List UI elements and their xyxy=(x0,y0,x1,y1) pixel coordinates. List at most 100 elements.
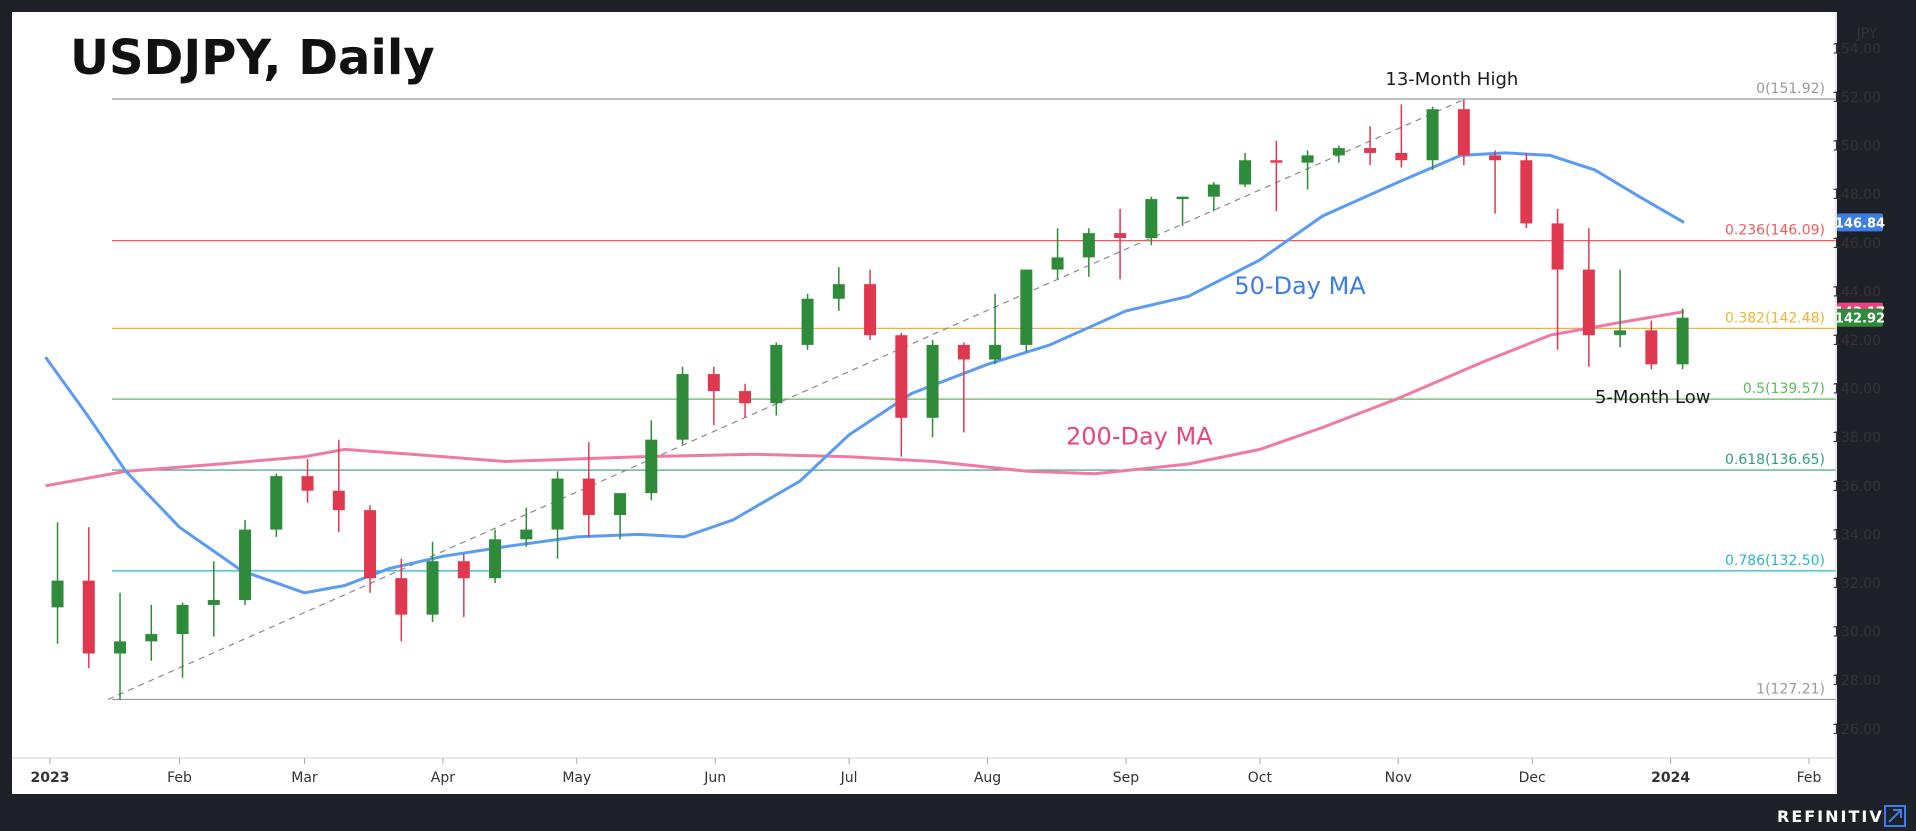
candle-body xyxy=(1364,148,1377,153)
x-tick-label: 2023 xyxy=(31,770,70,786)
candle-body xyxy=(770,344,783,404)
x-tick-label: Jun xyxy=(703,770,726,786)
x-axis: 2023 Feb Mar Apr May Jun Jul Aug Sep Oct Nov Dec 202… xyxy=(31,758,1822,786)
candle-body xyxy=(1114,233,1127,238)
fib-level-label: 0(151.92) xyxy=(1756,81,1825,97)
ma200-line xyxy=(45,310,1685,488)
y-tick-label: 138.00 xyxy=(1832,430,1881,446)
y-tick-label: 144.00 xyxy=(1832,284,1881,300)
candle-body xyxy=(1239,160,1252,185)
candle-body xyxy=(1489,155,1502,161)
candle-body xyxy=(895,335,908,418)
fib-level-label: 0.382(142.48) xyxy=(1725,310,1825,326)
candle-body xyxy=(989,344,1002,360)
candle-body xyxy=(1301,155,1314,163)
price-badge-label: 142.92 xyxy=(1835,312,1885,327)
candle-body xyxy=(1176,196,1189,200)
chart-background xyxy=(12,12,1837,794)
candle-body xyxy=(1270,160,1283,163)
trendline xyxy=(107,98,1466,700)
chart-annotation: 50-Day MA xyxy=(1234,272,1366,300)
candle-body xyxy=(614,493,627,516)
brand-logo-icon xyxy=(1884,805,1906,827)
brand-logo-text: REFINITIV xyxy=(1777,807,1884,826)
candle-body xyxy=(364,510,377,579)
candle-body xyxy=(332,490,345,511)
candle-body xyxy=(207,600,220,605)
x-tick-label: Aug xyxy=(974,770,1001,786)
x-tick-label: Oct xyxy=(1248,770,1273,786)
y-tick-label: 152.00 xyxy=(1832,90,1881,106)
y-tick-label: 140.00 xyxy=(1832,382,1881,398)
candle-body xyxy=(1645,330,1658,365)
candle-body xyxy=(1051,257,1064,270)
x-tick-label: 2024 xyxy=(1651,770,1690,786)
candle-body xyxy=(832,284,845,299)
y-axis-unit: JPY xyxy=(1856,26,1878,42)
candle-body xyxy=(1582,269,1595,336)
candle-body xyxy=(645,439,658,494)
y-tick-label: 128.00 xyxy=(1832,673,1881,689)
x-tick-label: Feb xyxy=(1797,770,1822,786)
candle-body xyxy=(426,561,439,615)
fibonacci-levels: 0(151.92) 0.236(146.09) 0.382(142.48) 0.5(1… xyxy=(112,81,1836,701)
y-tick-label: 146.00 xyxy=(1832,236,1881,252)
candle-body xyxy=(1676,317,1689,365)
candle-body xyxy=(582,478,595,516)
y-tick-label: 142.00 xyxy=(1832,333,1881,349)
candle-body xyxy=(1020,269,1033,345)
fib-level-label: 0.5(139.57) xyxy=(1743,381,1825,397)
x-tick-label: Mar xyxy=(291,770,318,786)
price-badge xyxy=(1837,213,1883,232)
candle-body xyxy=(395,578,408,615)
candle-body xyxy=(1332,148,1345,156)
candlesticks xyxy=(51,98,1689,700)
candle-body xyxy=(270,476,283,530)
candle-body xyxy=(1082,233,1095,258)
candle-body xyxy=(1207,184,1220,197)
price-badge-label: 146.84 xyxy=(1835,216,1885,231)
candle-body xyxy=(1551,223,1564,270)
chart-title: USDJPY, Daily xyxy=(70,30,435,86)
trendline-layer xyxy=(107,98,1466,700)
annotations: 13-Month High 5-Month Low 50-Day MA 200-Day… xyxy=(1066,69,1710,451)
candle-body xyxy=(707,374,720,392)
y-tick-label: 132.00 xyxy=(1832,576,1881,592)
y-tick-label: 130.00 xyxy=(1832,625,1881,641)
candle-body xyxy=(551,478,564,530)
candle-body xyxy=(51,580,64,608)
fib-level-label: 0.618(136.65) xyxy=(1725,452,1825,468)
candle-body xyxy=(739,391,752,404)
candle-body xyxy=(457,561,470,579)
candle-body xyxy=(926,344,939,418)
fib-level-label: 0.786(132.50) xyxy=(1725,553,1825,569)
candle-body xyxy=(301,476,314,491)
candle-body xyxy=(1614,330,1627,336)
chart-annotation: 5-Month Low xyxy=(1595,387,1711,408)
candle-body xyxy=(1145,199,1158,238)
fib-level-label: 0.236(146.09) xyxy=(1725,223,1825,239)
candle-body xyxy=(520,529,533,540)
candle-body xyxy=(1426,109,1439,161)
y-tick-label: 150.00 xyxy=(1832,139,1881,155)
x-tick-label: Nov xyxy=(1385,770,1412,786)
y-tick-label: 134.00 xyxy=(1832,527,1881,543)
candle-body xyxy=(957,344,970,360)
candle-body xyxy=(114,641,127,654)
chart-annotation: 200-Day MA xyxy=(1066,423,1213,451)
x-tick-label: Apr xyxy=(431,770,455,786)
candle-body xyxy=(864,284,877,336)
x-tick-label: Sep xyxy=(1113,770,1140,786)
fib-level-label: 1(127.21) xyxy=(1756,681,1825,697)
candle-body xyxy=(676,374,689,440)
y-tick-label: 126.00 xyxy=(1832,722,1881,738)
candle-body xyxy=(145,634,158,642)
candle-body xyxy=(1395,152,1408,161)
candle-body xyxy=(176,604,189,635)
x-tick-label: Dec xyxy=(1519,770,1546,786)
chart-annotation: 13-Month High xyxy=(1385,69,1518,90)
x-tick-label: Feb xyxy=(167,770,192,786)
y-axis: 154.00 152.00 150.00 148.00 146.00 144.00 142.… xyxy=(1832,41,1881,737)
price-badge xyxy=(1837,308,1883,327)
